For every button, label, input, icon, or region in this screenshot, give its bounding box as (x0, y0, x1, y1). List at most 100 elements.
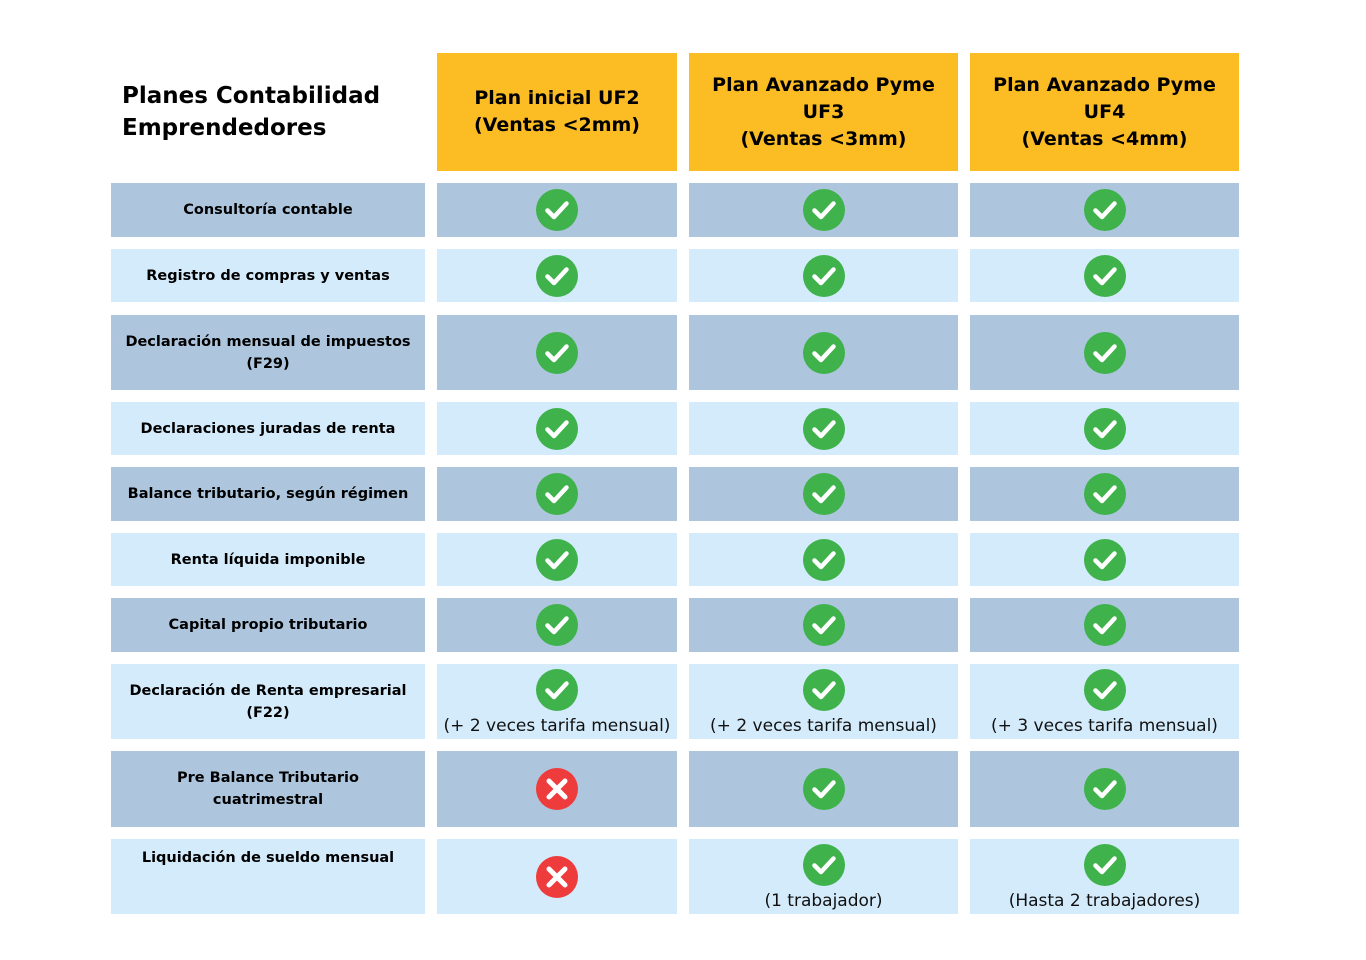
check-icon (1083, 768, 1126, 810)
check-icon (536, 668, 578, 711)
feature-cell-plan-2 (689, 402, 958, 455)
check-icon (536, 538, 578, 581)
feature-cell-plan-1 (437, 249, 677, 302)
feature-cell-plan-2 (689, 315, 958, 390)
feature-cell-plan-2 (689, 249, 958, 302)
feature-cell-plan-2 (689, 467, 958, 521)
row-label-line: Pre Balance Tributario (177, 770, 359, 786)
table-row: Declaración de Renta empresarial (F22) (+ … (0, 664, 1366, 739)
check-icon (536, 189, 578, 231)
plan-header-1: Plan inicial UF2 (Ventas <2mm) (437, 53, 677, 171)
feature-cell-plan-3 (970, 315, 1239, 390)
feature-cell-plan-2: (+ 2 veces tarifa mensual) (689, 664, 958, 739)
table-row: Liquidación de sueldo mensual (1 trabajad… (0, 839, 1366, 914)
check-icon (536, 331, 578, 374)
feature-cell-plan-2 (689, 598, 958, 652)
row-label: Declaraciones juradas de renta (133, 418, 404, 440)
feature-cell-plan-3 (970, 533, 1239, 586)
feature-cell-plan-3 (970, 402, 1239, 455)
table-row: Renta líquida imponible (0, 533, 1366, 586)
row-label-line: Consultoría contable (183, 202, 353, 218)
check-icon (802, 538, 845, 581)
check-icon (802, 331, 845, 374)
check-icon (802, 473, 845, 515)
row-label: Capital propio tributario (161, 614, 376, 636)
cell-note: (1 trabajador) (764, 890, 883, 911)
row-label-line: Renta líquida imponible (170, 551, 366, 568)
feature-cell-plan-3 (970, 598, 1239, 652)
check-icon (802, 604, 845, 646)
plan-header-line: UF4 (1083, 100, 1126, 123)
check-icon (802, 189, 845, 231)
row-label-line: Declaraciones juradas de renta (140, 420, 396, 437)
row-label-cell: Consultoría contable (111, 183, 425, 237)
feature-cell-plan-2 (689, 183, 958, 237)
row-label-cell: Balance tributario, según régimen (111, 467, 425, 521)
feature-cell-plan-1 (437, 751, 677, 827)
table-row: Balance tributario, según régimen (0, 467, 1366, 521)
feature-cell-plan-2 (689, 751, 958, 827)
cell-note: (Hasta 2 trabajadores) (1008, 890, 1201, 911)
feature-cell-plan-1 (437, 315, 677, 390)
row-label-line: Declaración de Renta empresarial (129, 682, 407, 699)
check-icon (802, 843, 845, 886)
row-label: Declaración de Renta empresarial (F22) (121, 680, 414, 724)
row-label: Renta líquida imponible (163, 549, 374, 571)
row-label-line: Balance tributario, según régimen (127, 486, 409, 502)
page-title-line-2: Emprendedores (122, 115, 327, 141)
check-icon (1083, 604, 1126, 646)
plan-header-line: (Ventas <4mm) (1021, 127, 1188, 150)
table-row: Consultoría contable (0, 183, 1366, 237)
row-label: Registro de compras y ventas (138, 265, 397, 287)
check-icon (1083, 331, 1126, 374)
cell-note: (+ 3 veces tarifa mensual) (991, 715, 1218, 736)
row-label-line: Liquidación de sueldo mensual (141, 850, 395, 866)
plan-header-line: (Ventas <3mm) (740, 127, 907, 150)
plan-header-line: UF3 (802, 100, 845, 123)
feature-cell-plan-1 (437, 533, 677, 586)
feature-cell-plan-1 (437, 598, 677, 652)
row-label-cell: Declaración de Renta empresarial (F22) (111, 664, 425, 739)
check-icon (1083, 668, 1126, 711)
feature-cell-plan-3 (970, 467, 1239, 521)
check-icon (802, 254, 845, 297)
check-icon (802, 407, 845, 450)
feature-cell-plan-3 (970, 751, 1239, 827)
row-label-line: Capital propio tributario (168, 617, 368, 633)
row-label-cell: Registro de compras y ventas (111, 249, 425, 302)
page-title: Planes Contabilidad Emprendedores (122, 80, 422, 144)
check-icon (536, 254, 578, 297)
row-label: Declaración mensual de impuestos (F29) (117, 331, 418, 375)
plan-header-line: Plan inicial UF2 (474, 87, 640, 109)
feature-cell-plan-1 (437, 183, 677, 237)
feature-cell-plan-1 (437, 839, 677, 914)
row-label-line: (F29) (246, 355, 290, 372)
feature-cell-plan-1 (437, 402, 677, 455)
feature-cell-plan-3 (970, 249, 1239, 302)
check-icon (1083, 843, 1126, 886)
feature-cell-plan-2 (689, 533, 958, 586)
table-row: Registro de compras y ventas (0, 249, 1366, 302)
row-label-line: (F22) (246, 704, 290, 721)
feature-cell-plan-1: (+ 2 veces tarifa mensual) (437, 664, 677, 739)
feature-cell-plan-2: (1 trabajador) (689, 839, 958, 914)
check-icon (536, 604, 578, 646)
check-icon (1083, 189, 1126, 231)
row-label-cell: Declaración mensual de impuestos (F29) (111, 315, 425, 390)
row-label-line: Declaración mensual de impuestos (125, 333, 411, 350)
row-label-cell: Declaraciones juradas de renta (111, 402, 425, 455)
plan-header-line: Plan Avanzado Pyme (993, 73, 1216, 96)
table-row: Declaraciones juradas de renta (0, 402, 1366, 455)
plan-header-3: Plan Avanzado Pyme UF4 (Ventas <4mm) (970, 53, 1239, 171)
row-label-cell: Liquidación de sueldo mensual (111, 839, 425, 914)
row-label: Pre Balance Tributario cuatrimestral (169, 767, 367, 811)
row-label: Liquidación de sueldo mensual (134, 847, 402, 869)
feature-cell-plan-3: (Hasta 2 trabajadores) (970, 839, 1239, 914)
row-label: Balance tributario, según régimen (120, 483, 417, 505)
check-icon (1083, 538, 1126, 581)
cell-note: (+ 2 veces tarifa mensual) (710, 715, 937, 736)
cross-icon (536, 768, 578, 810)
table-row: Declaración mensual de impuestos (F29) (0, 315, 1366, 390)
check-icon (536, 473, 578, 515)
cell-note: (+ 2 veces tarifa mensual) (443, 715, 671, 736)
